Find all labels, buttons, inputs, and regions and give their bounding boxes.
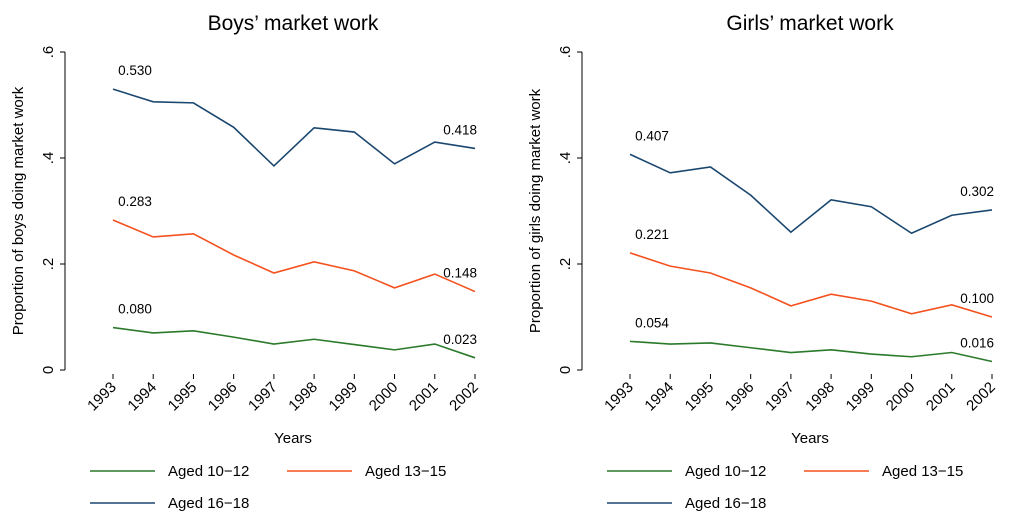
series-line (629, 153, 993, 235)
x-axis-title: Years (791, 430, 829, 447)
y-tick-label: 0 (557, 366, 574, 374)
legend-label: Aged 13−15 (365, 463, 446, 480)
x-tick-label: 1993 (601, 379, 637, 415)
x-tick-label: 1999 (843, 379, 879, 415)
y-tick-label: .6 (40, 46, 57, 59)
series-line (629, 252, 993, 318)
y-tick-label: 0 (40, 366, 57, 374)
x-tick-label: 2001 (923, 379, 959, 415)
panel-title: Boys’ market work (208, 12, 379, 35)
legend-label: Aged 16−18 (168, 495, 249, 512)
value-label: 0.148 (443, 266, 477, 281)
series-line (112, 219, 476, 293)
x-tick-label: 1997 (245, 379, 281, 415)
y-tick-label: .6 (557, 46, 574, 59)
value-label: 0.407 (635, 128, 669, 143)
x-tick-label: 1996 (205, 379, 241, 415)
x-tick-label: 2002 (446, 379, 482, 415)
value-label: 0.283 (118, 194, 152, 209)
series-line (629, 340, 993, 363)
value-label: 0.100 (960, 291, 994, 306)
value-label: 0.023 (443, 332, 477, 347)
legend-label: Aged 10−12 (168, 463, 249, 480)
value-label: 0.054 (635, 315, 669, 330)
y-axis-title: Proportion of boys doing market work (10, 86, 27, 335)
x-tick-label: 2002 (963, 379, 999, 415)
value-label: 0.016 (960, 336, 994, 351)
panel-title: Girls’ market work (726, 12, 894, 35)
x-tick-label: 2001 (406, 379, 442, 415)
y-tick-label: .2 (40, 258, 57, 271)
value-label: 0.302 (960, 184, 994, 199)
legend-label: Aged 13−15 (882, 463, 963, 480)
x-tick-label: 1997 (762, 379, 798, 415)
y-tick-label: .4 (40, 152, 57, 165)
series-line (112, 88, 476, 168)
x-tick-label: 2000 (883, 379, 919, 415)
x-tick-label: 1998 (285, 379, 321, 415)
y-tick-label: .4 (557, 152, 574, 165)
x-tick-label: 1998 (802, 379, 838, 415)
y-tick-label: .2 (557, 258, 574, 271)
x-tick-label: 1995 (682, 379, 718, 415)
value-label: 0.418 (443, 122, 477, 137)
x-tick-label: 1995 (165, 379, 201, 415)
x-tick-label: 1996 (722, 379, 758, 415)
x-tick-label: 1994 (124, 379, 160, 415)
series-line (112, 326, 476, 359)
x-tick-label: 1999 (326, 379, 362, 415)
legend-label: Aged 16−18 (685, 495, 766, 512)
value-label: 0.080 (118, 302, 152, 317)
x-tick-label: 2000 (366, 379, 402, 415)
y-axis-title: Proportion of girls doing market work (527, 88, 544, 333)
x-axis-title: Years (274, 430, 312, 447)
value-label: 0.530 (118, 63, 152, 78)
legend-label: Aged 10−12 (685, 463, 766, 480)
value-label: 0.221 (635, 227, 669, 242)
x-tick-label: 1994 (641, 379, 677, 415)
x-tick-label: 1993 (84, 379, 120, 415)
